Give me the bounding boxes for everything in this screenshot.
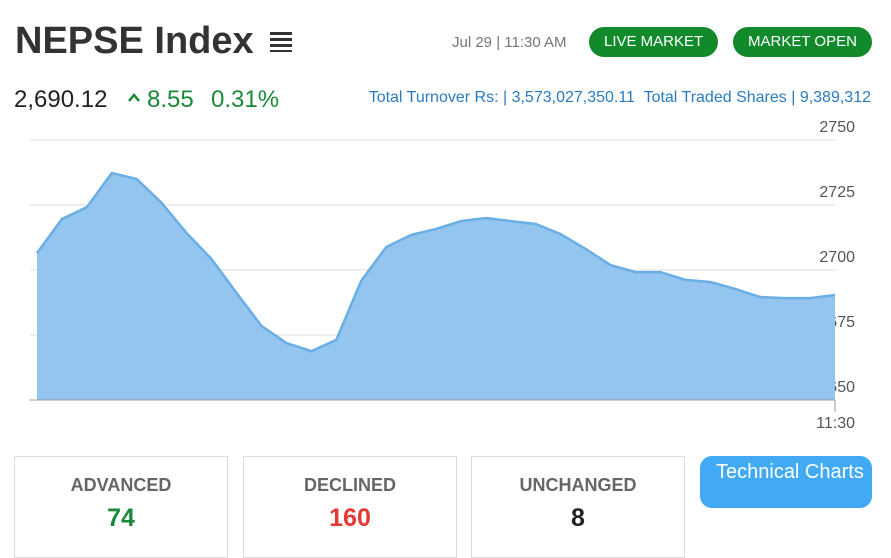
x-tick-label: 11:30 [816, 415, 855, 432]
line [35, 171, 836, 353]
live-button[interactable]: LIVE MARKET [589, 27, 719, 57]
y-tick-label: 2750 [819, 119, 855, 136]
stat-box: DECLINED 160 [243, 456, 457, 558]
stat-value: 8 [571, 504, 585, 532]
stat-box: UNCHANGED 8 [471, 456, 685, 558]
y-tick-label: 2725 [819, 184, 855, 201]
area [37, 173, 835, 400]
menu-icon[interactable] [270, 30, 292, 52]
stat-value: 160 [329, 504, 371, 532]
y-tick-label: 2700 [819, 249, 855, 266]
percent: 0.31% [211, 86, 280, 113]
date: Jul 29 | 11:30 AM [452, 34, 567, 51]
up-icon [128, 93, 140, 102]
status-button[interactable]: MARKET OPEN [733, 27, 872, 57]
index-value: 2,690.12 [14, 86, 108, 113]
stat-label: UNCHANGED [519, 475, 637, 495]
change: 8.55 [147, 86, 194, 113]
stat-label: ADVANCED [70, 475, 172, 495]
title: NEPSE Index [15, 20, 254, 62]
stat-box: ADVANCED 74 [14, 456, 228, 558]
turnover: 3,573,027,350.11 [511, 89, 635, 106]
turnover-label: Total Turnover Rs: | [368, 89, 508, 106]
stat-value: 74 [107, 504, 135, 532]
technical-charts-button[interactable]: Technical Charts [700, 456, 872, 508]
shares-label: Total Traded Shares | [643, 89, 796, 106]
stat-label: DECLINED [303, 475, 396, 495]
shares: 9,389,312 [799, 89, 871, 106]
